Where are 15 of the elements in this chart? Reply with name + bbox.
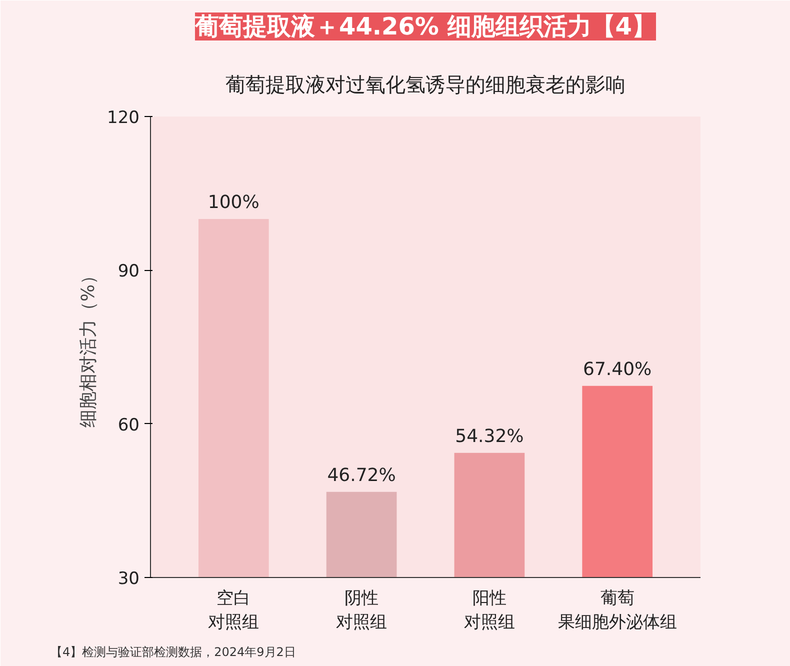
y-tick-label: 30 [118, 569, 140, 589]
x-tick-label: 葡萄果细胞外泌体组 [558, 588, 677, 632]
y-tick-label: 90 [118, 262, 140, 282]
x-tick-label: 阴性对照组 [336, 588, 388, 632]
data-label: 67.40% [583, 358, 652, 380]
data-label: 46.72% [327, 464, 396, 486]
chart-subtitle: 葡萄提取液对过氧化氢诱导的细胞衰老的影响 [226, 72, 626, 96]
y-axis-title: 细胞相对活力（%） [78, 266, 100, 428]
data-label: 54.32% [455, 426, 524, 447]
text: 【4】检测与验证部检测数据，2024年9月2日 [50, 645, 296, 659]
data-label: 100% [208, 192, 260, 213]
y-tick-label: 60 [118, 415, 140, 436]
x-tick-label: 空白对照组 [208, 588, 260, 632]
y-tick-label: 120 [107, 108, 140, 128]
x-tick-label: 阳性对照组 [464, 588, 515, 632]
